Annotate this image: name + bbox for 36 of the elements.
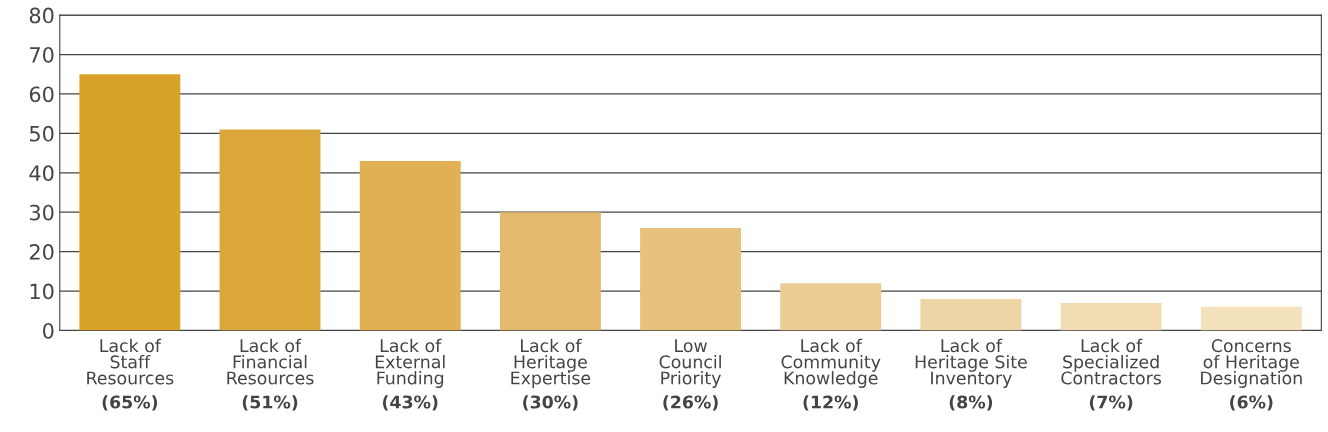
data-label: (43%) (382, 395, 438, 411)
bar (359, 160, 461, 331)
y-tick-label: 80 (29, 7, 54, 24)
data-label: (51%) (242, 395, 298, 411)
y-tick-label: 50 (30, 125, 54, 142)
data-label: (30%) (523, 395, 578, 411)
x-tick-label: Lack of External Funding (375, 338, 445, 388)
x-tick-label: Lack of Community Knowledge (781, 338, 881, 388)
x-tick-label: Lack of Financial Resources (227, 338, 314, 385)
x-tick-label: Concerns of Heritage Designation (1201, 339, 1302, 388)
bar (219, 129, 321, 331)
data-label: (26%) (663, 395, 718, 411)
bar (920, 298, 1022, 331)
x-tick-label: Lack of Heritage Site Inventory (915, 338, 1027, 388)
bar (79, 74, 181, 331)
x-tick-label: Lack of Heritage Expertise (511, 338, 591, 388)
y-tick-label: 60 (29, 86, 54, 103)
data-label: (6%) (1230, 395, 1273, 411)
bar (499, 212, 601, 331)
data-label: (12%) (803, 395, 858, 411)
y-tick-label: 40 (29, 165, 54, 182)
bar (640, 227, 742, 331)
y-tick-label: 10 (30, 283, 54, 300)
data-label: (7%) (1089, 395, 1133, 411)
x-tick-label: Low Council Priority (659, 339, 721, 388)
data-label: (8%) (949, 395, 993, 411)
y-tick-label: 70 (30, 46, 54, 63)
y-tick-label: 30 (29, 204, 54, 221)
y-tick-label: 20 (29, 244, 54, 260)
x-tick-label: Lack of Specialized Contractors (1061, 338, 1161, 385)
x-tick-label: Lack of Staff Resources (87, 338, 174, 385)
data-label: (65%) (102, 395, 158, 411)
bar (1060, 302, 1162, 331)
bar (1200, 306, 1302, 331)
bar (780, 283, 882, 331)
y-tick-label: 0 (43, 322, 54, 339)
